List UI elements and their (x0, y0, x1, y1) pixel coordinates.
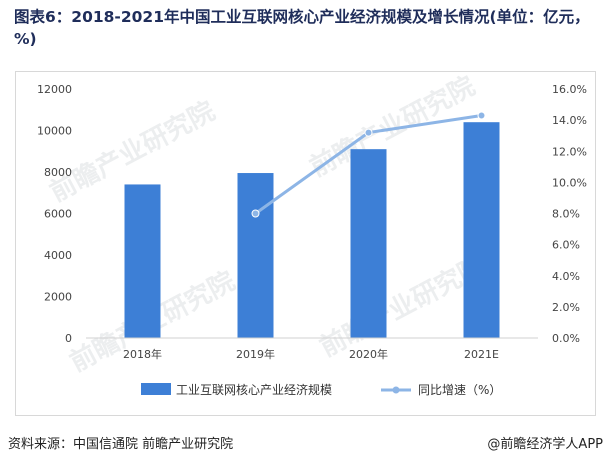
y-right-tick-label: 4.0% (552, 270, 580, 283)
chart-frame: 前瞻产业研究院前瞻产业研究院前瞻产业研究院前瞻产业研究院 02000400060… (15, 71, 596, 416)
y-left-tick-label: 2000 (44, 291, 72, 304)
line-layer (251, 111, 486, 218)
x-tick-label: 2018年 (123, 347, 162, 361)
growth-point (364, 128, 373, 137)
y-right-tick-label: 12.0% (552, 145, 587, 158)
legend-line-label: 同比增速（%） (418, 383, 501, 397)
y-right-tick-label: 10.0% (552, 176, 587, 189)
y-left-tick-label: 8000 (44, 166, 72, 179)
y-left-tick-label: 0 (65, 332, 72, 345)
x-tick-label: 2021E (464, 348, 499, 361)
y-right-tick-label: 0.0% (552, 332, 580, 345)
y-left-tick-label: 6000 (44, 208, 72, 221)
axes-layer: 0 2000 4000 6000 8000 10000 12000 0.0% 2.0% 4.0% 6… (37, 83, 587, 361)
bars-layer (124, 122, 500, 338)
growth-point (251, 209, 260, 218)
x-tick-label: 2019年 (236, 347, 275, 361)
x-tick-label: 2020年 (349, 347, 388, 361)
y-right-tick-label: 16.0% (552, 83, 587, 96)
y-right-tick-label: 6.0% (552, 239, 580, 252)
credit-note: @前瞻经济学人APP (487, 437, 603, 452)
y-right-tick-label: 14.0% (552, 114, 587, 127)
bar (124, 184, 161, 338)
bar (237, 173, 274, 338)
y-left-tick-label: 10000 (37, 125, 72, 138)
y-left-tick-label: 12000 (37, 83, 72, 96)
bar (463, 122, 500, 338)
growth-point (477, 111, 486, 120)
y-right-tick-label: 2.0% (552, 301, 580, 314)
y-right-tick-label: 8.0% (552, 208, 580, 221)
legend-line-marker (392, 386, 400, 394)
chart-title: 图表6：2018-2021年中国工业互联网核心产业经济规模及增长情况(单位：亿元… (14, 8, 590, 48)
legend-bar-label: 工业互联网核心产业经济规模 (176, 382, 332, 397)
legend-bar-swatch (141, 383, 171, 395)
chart-svg: 前瞻产业研究院前瞻产业研究院前瞻产业研究院前瞻产业研究院 02000400060… (37, 72, 587, 397)
bar (350, 149, 387, 338)
source-note: 资料来源：中国信通院 前瞻产业研究院 (8, 437, 234, 452)
y-left-tick-label: 4000 (44, 249, 72, 262)
legend-layer: 工业互联网核心产业经济规模 同比增速（%） (141, 382, 501, 397)
